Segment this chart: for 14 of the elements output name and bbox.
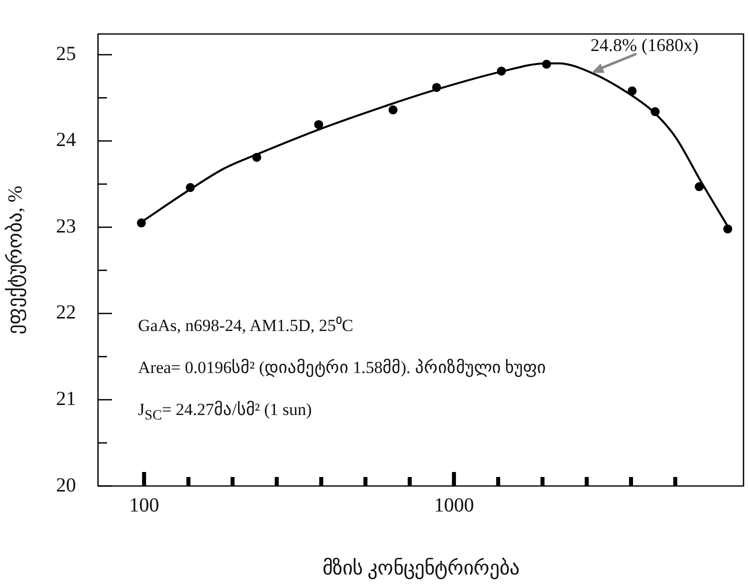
y-tick-label: 24	[56, 129, 76, 152]
x-tick-label: 1000	[434, 494, 474, 516]
y-tick-label: 20	[56, 474, 76, 496]
y-tick-label: 23	[56, 215, 76, 238]
annotation: Area= 0.0196სმ² (დიამეტრი 1.58მმ). პრიზმული ხუფი	[138, 357, 546, 379]
y-tick-label: 21	[56, 388, 76, 410]
y-tick-label: 25	[56, 42, 76, 65]
x-axis-title: მზის კონცენტრირება	[322, 557, 520, 580]
annotation: GaAs, n698-24, AM1.5D, 25⁰C	[138, 315, 354, 337]
x-tick-label: 100	[129, 494, 160, 516]
y-tick-label: 22	[56, 302, 76, 324]
y-axis-title: ეფექტურობა, %	[4, 186, 26, 334]
annotation: J$_{SC}$= 24.27მა/სმ² (1 sun)	[138, 399, 313, 426]
annotation: 24.8% (1680x)	[590, 34, 699, 55]
